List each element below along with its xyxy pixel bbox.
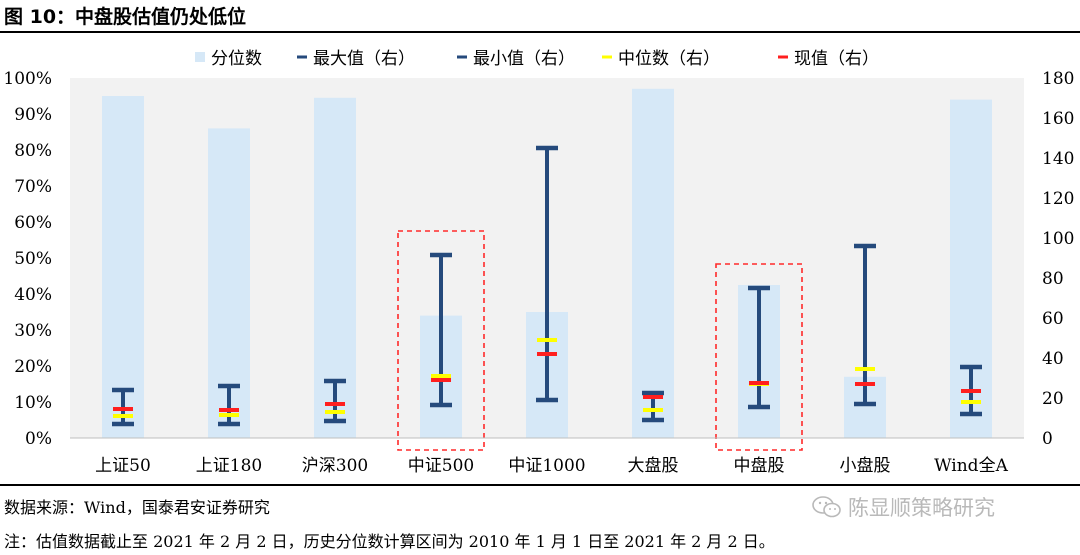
- y-left-tick-label: 30%: [14, 321, 52, 341]
- y-left-tick-label: 60%: [14, 213, 52, 233]
- note-text: 注：估值数据截止至 2021 年 2 月 2 日，历史分位数计算区间为 2010…: [4, 532, 775, 551]
- legend-label: 现值（右）: [794, 49, 879, 69]
- legend-label: 分位数: [211, 49, 262, 69]
- x-tick-label: Wind全A: [934, 456, 1008, 476]
- y-left-tick-label: 50%: [14, 249, 52, 269]
- x-tick-label: 沪深300: [302, 456, 368, 476]
- y-right-tick-label: 160: [1042, 109, 1074, 129]
- bar: [632, 88, 674, 439]
- legend-label: 中位数（右）: [618, 49, 720, 69]
- watermark: 陈显顺策略研究: [812, 492, 995, 522]
- x-tick-label: 上证50: [95, 456, 151, 476]
- y-right-tick-label: 120: [1042, 189, 1074, 209]
- y-left-tick-label: 100%: [3, 69, 52, 89]
- y-left-tick-label: 70%: [14, 177, 52, 197]
- legend-swatch: [195, 52, 205, 62]
- x-tick-label: 中盘股: [734, 456, 785, 476]
- y-right-tick-label: 100: [1042, 229, 1074, 249]
- wechat-icon: [812, 496, 841, 518]
- legend-label: 最小值（右）: [473, 49, 575, 69]
- y-left-tick-label: 40%: [14, 285, 52, 305]
- legend: 分位数 最大值（右） 最小值（右） 中位数（右） 现值（右）: [195, 49, 879, 69]
- x-tick-label: 中证500: [408, 456, 474, 476]
- x-tick-label: 中证1000: [508, 456, 585, 476]
- x-tick-label: 上证180: [196, 456, 262, 476]
- y-left-tick-label: 0%: [25, 429, 52, 449]
- y-right-tick-label: 180: [1042, 69, 1074, 89]
- y-left-tick-label: 10%: [14, 393, 52, 413]
- y-right-tick-label: 0: [1042, 429, 1053, 449]
- highlight-box: [715, 263, 803, 451]
- y-right-tick-label: 20: [1042, 389, 1064, 409]
- bottom-rule: [0, 484, 1080, 486]
- watermark-text: 陈显顺策略研究: [848, 496, 995, 520]
- chart: 0% 10% 20% 30% 40% 50% 60% 70% 80% 90% 100% 0 20 40 60…: [3, 49, 1074, 476]
- x-tick-label: 小盘股: [840, 456, 891, 476]
- y-right-tick-label: 140: [1042, 149, 1074, 169]
- top-rule: [0, 31, 1080, 33]
- x-tick-label: 大盘股: [628, 456, 679, 476]
- y-left-tick-label: 20%: [14, 357, 52, 377]
- range-series: [112, 145, 982, 427]
- figure-title: 图 10：中盘股估值仍处低位: [4, 6, 247, 28]
- axes: 0% 10% 20% 30% 40% 50% 60% 70% 80% 90% 100% 0 20 40 60…: [3, 69, 1074, 476]
- source-text: 数据来源：Wind，国泰君安证券研究: [4, 498, 270, 517]
- highlight-boxes: [397, 230, 803, 451]
- legend-label: 最大值（右）: [313, 49, 415, 69]
- y-right-tick-label: 60: [1042, 309, 1064, 329]
- y-left-tick-label: 80%: [14, 141, 52, 161]
- y-left-tick-label: 90%: [14, 105, 52, 125]
- y-right-tick-label: 80: [1042, 269, 1064, 289]
- bar: [102, 96, 144, 438]
- y-right-tick-label: 40: [1042, 349, 1064, 369]
